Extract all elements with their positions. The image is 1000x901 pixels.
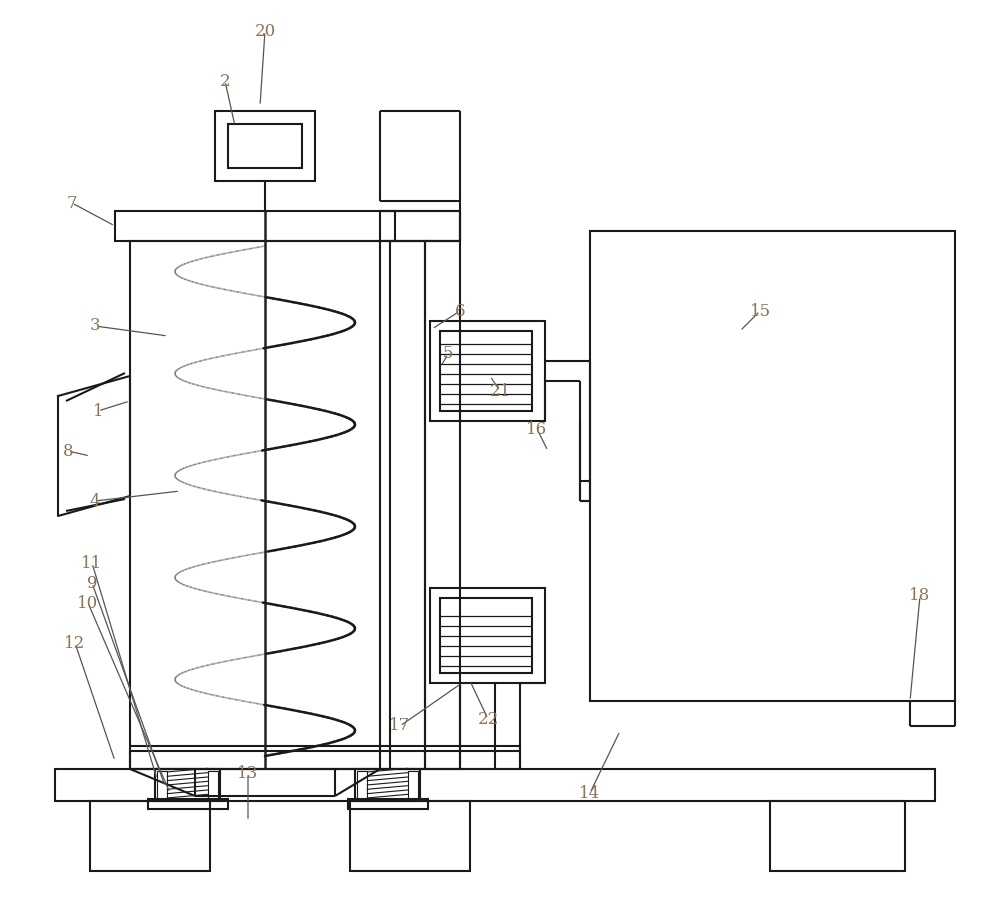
Bar bbox=[90, 801, 210, 871]
Text: 5: 5 bbox=[443, 345, 453, 362]
Text: 3: 3 bbox=[90, 317, 100, 334]
Bar bbox=[408, 771, 418, 799]
Text: 8: 8 bbox=[63, 442, 73, 460]
Bar bbox=[425, 241, 460, 769]
Bar bbox=[348, 799, 428, 809]
Bar bbox=[130, 241, 380, 769]
Bar bbox=[228, 124, 302, 168]
Text: 18: 18 bbox=[909, 587, 931, 605]
Text: 4: 4 bbox=[90, 493, 100, 509]
Bar bbox=[350, 801, 470, 871]
Text: 17: 17 bbox=[389, 717, 411, 734]
Bar bbox=[355, 769, 420, 801]
Bar bbox=[130, 751, 520, 769]
Text: 13: 13 bbox=[237, 765, 259, 781]
Text: 16: 16 bbox=[526, 421, 548, 438]
Bar bbox=[590, 231, 955, 701]
Text: 10: 10 bbox=[77, 595, 99, 612]
Bar bbox=[148, 799, 228, 809]
Text: 15: 15 bbox=[749, 303, 771, 320]
Bar bbox=[157, 771, 167, 799]
Bar bbox=[770, 801, 905, 871]
Text: 12: 12 bbox=[64, 634, 86, 651]
Text: 7: 7 bbox=[67, 195, 77, 212]
Bar bbox=[430, 588, 545, 683]
Bar bbox=[440, 598, 532, 673]
Bar bbox=[390, 241, 425, 769]
Bar bbox=[208, 771, 218, 799]
Bar bbox=[115, 211, 395, 241]
Text: 1: 1 bbox=[93, 403, 103, 420]
Bar bbox=[380, 211, 460, 241]
Text: 22: 22 bbox=[477, 711, 499, 727]
Bar bbox=[440, 331, 532, 411]
Bar bbox=[215, 111, 315, 181]
Bar bbox=[55, 769, 935, 801]
Text: 14: 14 bbox=[579, 785, 601, 802]
Text: 6: 6 bbox=[455, 303, 465, 320]
Text: 2: 2 bbox=[220, 72, 230, 89]
Bar bbox=[155, 769, 220, 801]
Bar bbox=[430, 321, 545, 421]
Text: 20: 20 bbox=[254, 23, 276, 40]
Text: 21: 21 bbox=[489, 383, 511, 399]
Bar bbox=[357, 771, 367, 799]
Text: 11: 11 bbox=[81, 554, 103, 571]
Text: 9: 9 bbox=[87, 575, 97, 591]
